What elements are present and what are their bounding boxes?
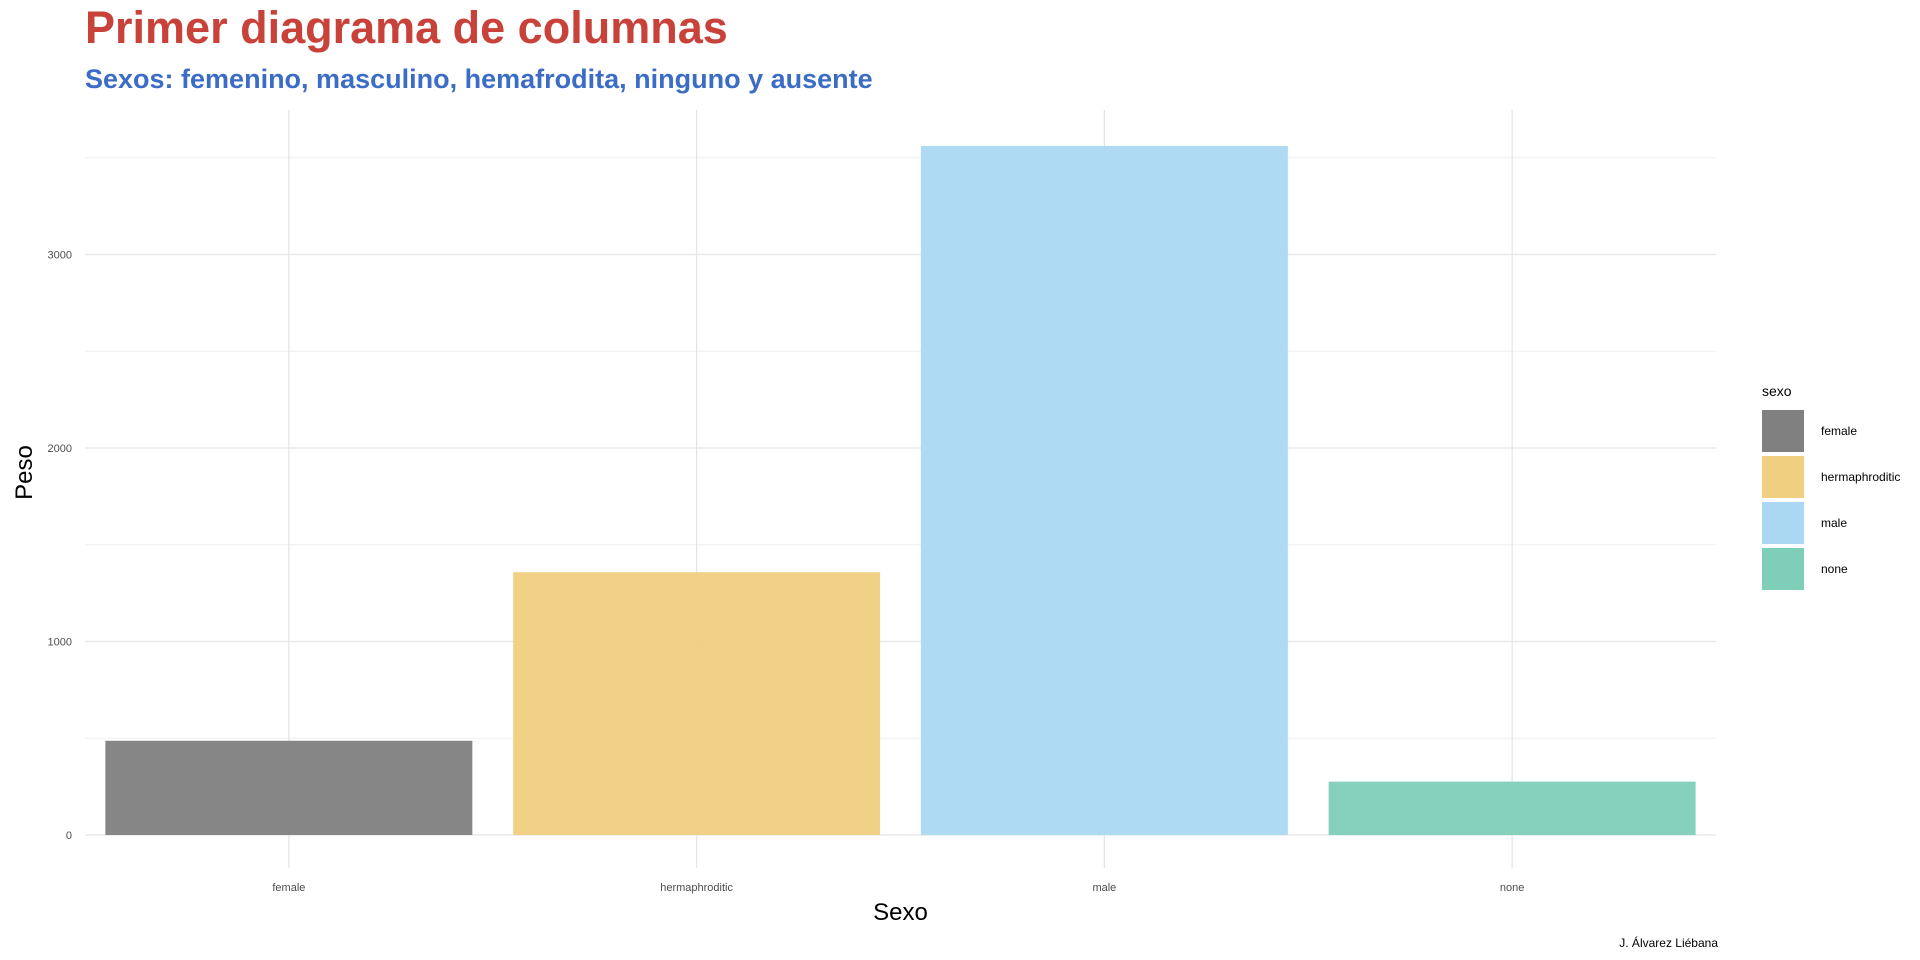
legend-title: sexo xyxy=(1762,383,1792,399)
legend-item-male: male xyxy=(1762,500,1900,546)
bar-hermaphroditic xyxy=(513,572,881,835)
legend-item-female: female xyxy=(1762,408,1900,454)
x-axis-label: Sexo xyxy=(873,899,928,926)
legend-swatch xyxy=(1762,548,1804,590)
caption: J. Álvarez Liébana xyxy=(1619,936,1718,950)
bar-female xyxy=(105,740,473,835)
legend-swatch xyxy=(1762,502,1804,544)
legend-item-hermaphroditic: hermaphroditic xyxy=(1762,454,1900,500)
y-tick-label: 1000 xyxy=(48,637,72,649)
bar-male xyxy=(920,145,1288,835)
legend-label: none xyxy=(1821,562,1848,576)
legend: sexo female hermaphroditic male none xyxy=(1762,382,1900,592)
legend-item-none: none xyxy=(1762,546,1900,592)
legend-label: male xyxy=(1821,516,1848,530)
x-tick-label: hermaphroditic xyxy=(660,882,733,894)
legend-label: female xyxy=(1821,424,1858,438)
y-tick-label: 0 xyxy=(66,830,72,842)
y-tick-label: 2000 xyxy=(48,443,72,455)
legend-label: hermaphroditic xyxy=(1821,470,1901,484)
chart-title: Primer diagrama de columnas xyxy=(85,2,728,53)
chart-subtitle: Sexos: femenino, masculino, hemafrodita,… xyxy=(85,64,873,94)
x-tick-label: none xyxy=(1500,882,1524,894)
x-tick-label: male xyxy=(1092,882,1116,894)
legend-swatch xyxy=(1762,410,1804,452)
bar-none xyxy=(1328,781,1696,835)
y-axis-label: Peso xyxy=(11,445,38,500)
legend-swatch xyxy=(1762,456,1804,498)
x-tick-label: female xyxy=(272,882,305,894)
y-tick-label: 3000 xyxy=(48,250,72,262)
